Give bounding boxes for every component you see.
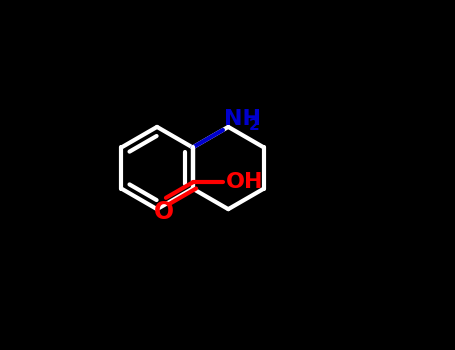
Text: 2: 2 <box>249 118 260 133</box>
Text: OH: OH <box>226 173 264 193</box>
Text: O: O <box>154 199 174 224</box>
Text: NH: NH <box>224 109 261 129</box>
